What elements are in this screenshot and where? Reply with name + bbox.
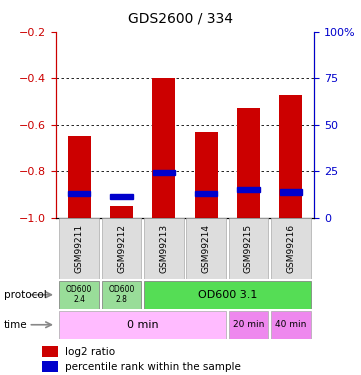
Bar xyxy=(102,281,142,309)
Bar xyxy=(144,281,311,309)
Text: OD600
2.8: OD600 2.8 xyxy=(108,285,135,304)
Bar xyxy=(238,187,260,192)
Text: GSM99212: GSM99212 xyxy=(117,224,126,273)
Bar xyxy=(152,78,175,218)
Bar xyxy=(195,190,217,196)
Text: 40 min: 40 min xyxy=(275,320,306,329)
Bar xyxy=(102,218,142,279)
Text: percentile rank within the sample: percentile rank within the sample xyxy=(65,362,240,372)
Text: GSM99211: GSM99211 xyxy=(75,224,84,273)
Bar xyxy=(144,218,184,279)
Bar xyxy=(280,189,302,195)
Bar xyxy=(43,346,58,357)
Bar xyxy=(59,218,99,279)
Bar xyxy=(68,190,90,196)
Bar xyxy=(271,311,311,339)
Bar xyxy=(271,218,311,279)
Bar xyxy=(229,218,268,279)
Text: GSM99216: GSM99216 xyxy=(286,224,295,273)
Bar xyxy=(229,311,268,339)
Bar xyxy=(186,218,226,279)
Bar xyxy=(237,108,260,217)
Bar xyxy=(110,206,133,218)
Text: GSM99215: GSM99215 xyxy=(244,224,253,273)
Text: GSM99214: GSM99214 xyxy=(202,224,211,273)
Text: GDS2600 / 334: GDS2600 / 334 xyxy=(128,11,233,25)
Text: 20 min: 20 min xyxy=(233,320,264,329)
Text: log2 ratio: log2 ratio xyxy=(65,346,115,357)
Text: protocol: protocol xyxy=(4,290,46,300)
Bar xyxy=(59,311,226,339)
Bar xyxy=(279,94,303,218)
Text: OD600
2.4: OD600 2.4 xyxy=(66,285,92,304)
Bar xyxy=(153,170,175,175)
Text: GSM99213: GSM99213 xyxy=(159,224,168,273)
Text: 0 min: 0 min xyxy=(127,320,158,330)
Bar xyxy=(59,281,99,309)
Text: time: time xyxy=(4,320,27,330)
Bar xyxy=(195,132,218,218)
Bar xyxy=(68,136,91,218)
Bar xyxy=(110,194,132,199)
Text: OD600 3.1: OD600 3.1 xyxy=(197,290,257,300)
Bar xyxy=(43,361,58,372)
